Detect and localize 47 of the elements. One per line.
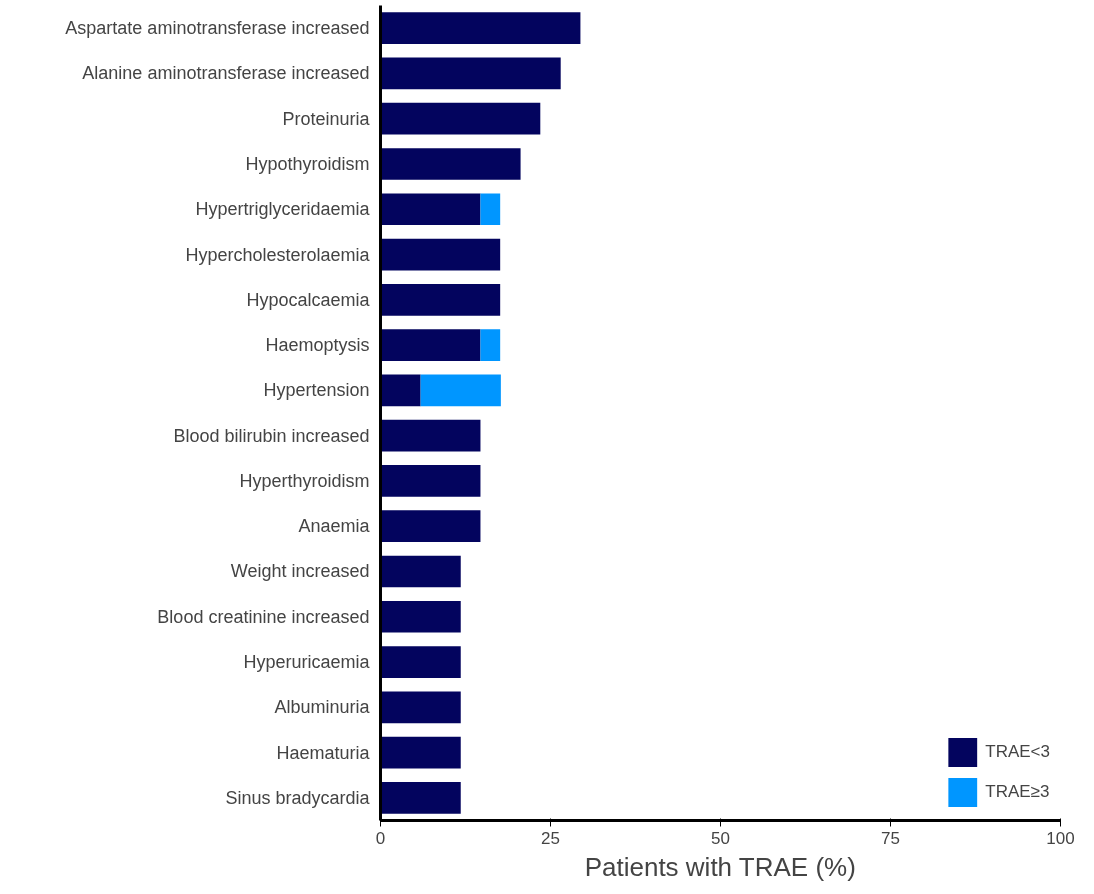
bar (380, 646, 461, 678)
bar (380, 283, 501, 316)
bar (380, 465, 481, 497)
y-tick-label: Haematuria (276, 742, 371, 763)
y-tick-label: Aspartate aminotransferase increased (65, 18, 370, 39)
legend-label: TRAE≥3 (985, 782, 1050, 802)
bar (480, 329, 501, 361)
y-tick-label: Hyperthyroidism (239, 470, 370, 491)
y-tick-label: Haemoptysis (265, 335, 370, 356)
bar (380, 12, 581, 44)
y-tick-label: Anaemia (298, 516, 371, 537)
bar (480, 193, 501, 226)
bar (380, 419, 481, 452)
y-tick-label: Hypothyroidism (245, 153, 370, 174)
bar (380, 57, 561, 90)
x-tick-label: 50 (711, 828, 730, 848)
bar (380, 510, 481, 543)
y-tick-label: Hypocalcaemia (246, 289, 371, 310)
x-tick-label: 0 (375, 828, 386, 848)
legend-label: TRAE<3 (985, 742, 1050, 762)
bar (380, 193, 481, 226)
y-tick-label: Blood bilirubin increased (173, 425, 370, 446)
y-tick-label: Proteinuria (282, 108, 371, 129)
bar (380, 238, 501, 271)
bar (380, 102, 541, 135)
y-tick-label: Blood creatinine increased (157, 606, 370, 627)
bar (420, 374, 501, 407)
x-axis-title: Patients with TRAE (%) (584, 851, 856, 882)
bar (380, 782, 461, 814)
bar (380, 555, 461, 588)
bar (380, 736, 461, 769)
bar (380, 691, 461, 724)
y-tick-label: Weight increased (230, 561, 370, 582)
y-tick-label: Alanine aminotransferase increased (82, 63, 370, 84)
x-tick-label: 100 (1046, 828, 1075, 848)
y-tick-label: Hypertension (263, 380, 370, 401)
y-tick-label: Albuminuria (274, 697, 371, 718)
y-tick-label: Hypertriglyceridaemia (195, 199, 371, 220)
bar (380, 374, 421, 407)
x-tick-label: 25 (541, 828, 560, 848)
bar (380, 148, 521, 180)
x-tick-label: 75 (881, 828, 900, 848)
bar (380, 329, 481, 361)
bar (380, 600, 461, 633)
y-tick-label: Sinus bradycardia (225, 787, 371, 808)
y-tick-label: Hypercholesterolaemia (185, 244, 371, 265)
y-tick-label: Hyperuricaemia (243, 652, 371, 673)
